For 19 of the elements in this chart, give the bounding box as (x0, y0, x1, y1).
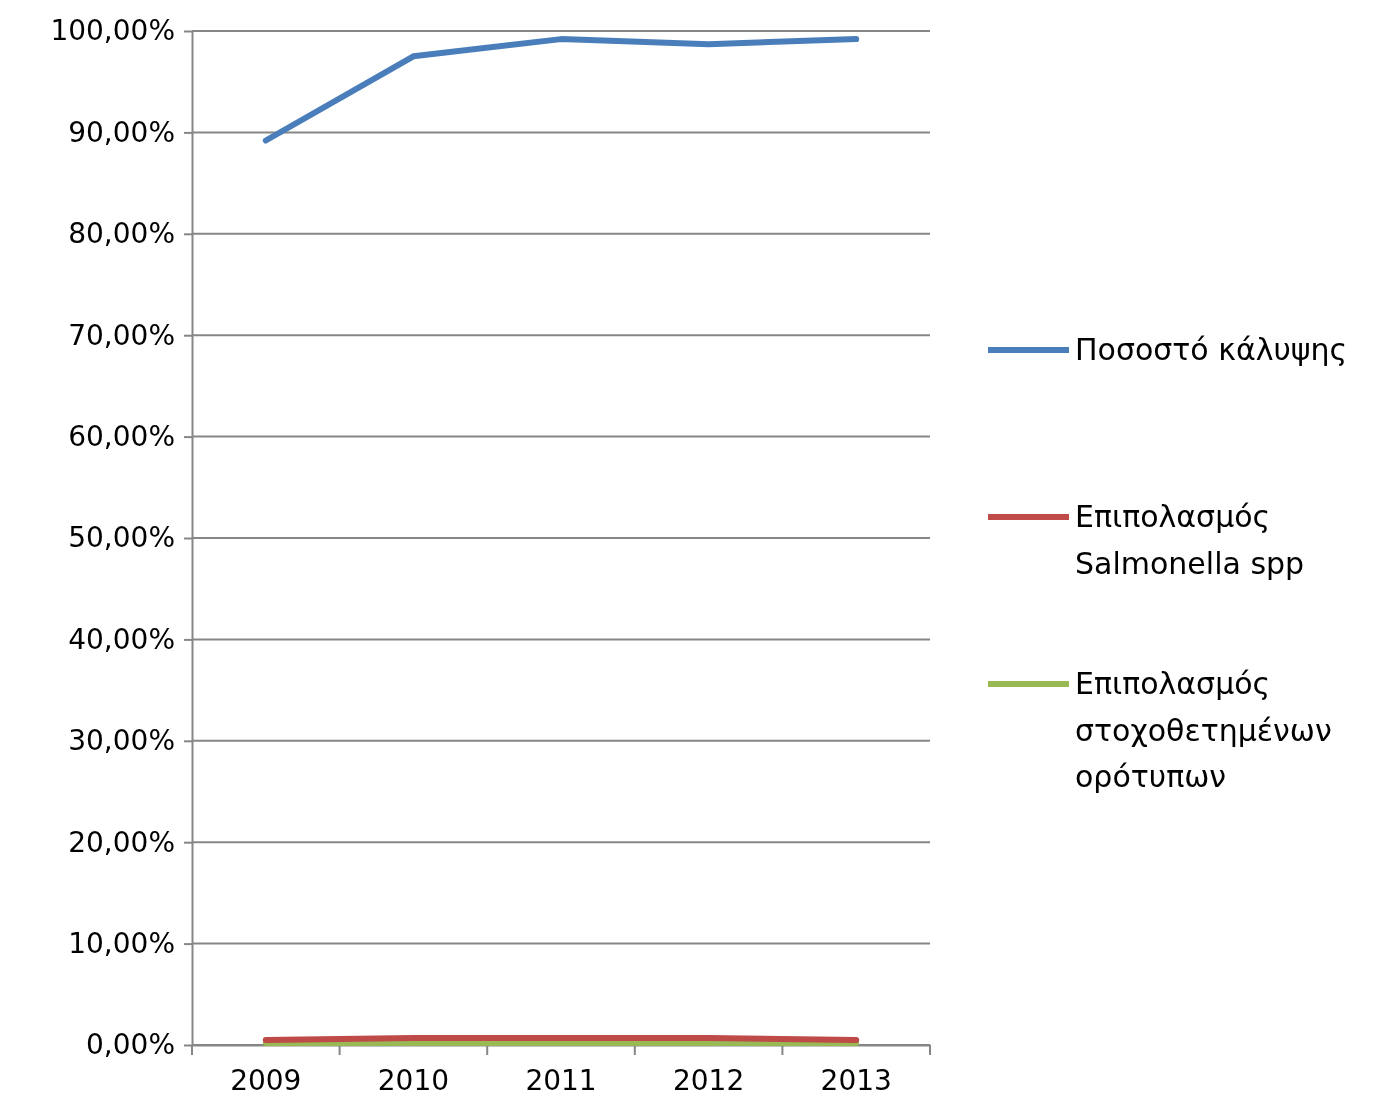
y-tick-label: 20,00% (68, 825, 175, 859)
y-tick-label: 90,00% (68, 115, 175, 149)
legend-label: Επιπολασμός Salmonella spp (1075, 499, 1305, 581)
y-tick-label: 0,00% (86, 1028, 175, 1062)
x-tick-label: 2011 (525, 1064, 597, 1097)
legend-label: Ποσοστό κάλυψης (1075, 332, 1348, 367)
x-tick-label: 2010 (377, 1064, 450, 1097)
y-tick-label: 10,00% (68, 927, 175, 961)
legend-label: Επιπολασμός στοχοθετημένων ορότυπων (1075, 666, 1332, 794)
y-tick-label: 80,00% (68, 217, 175, 251)
y-tick-label: 50,00% (68, 521, 175, 555)
y-tick-label: 70,00% (68, 318, 175, 352)
y-tick-label: 60,00% (68, 420, 175, 454)
y-tick-label: 30,00% (68, 724, 175, 758)
y-tick-label: 40,00% (68, 622, 175, 656)
x-tick-label: 2009 (230, 1064, 302, 1097)
x-tick-label: 2012 (672, 1064, 745, 1097)
x-tick-label: 2013 (820, 1064, 892, 1097)
y-tick-label: 100,00% (50, 14, 175, 48)
